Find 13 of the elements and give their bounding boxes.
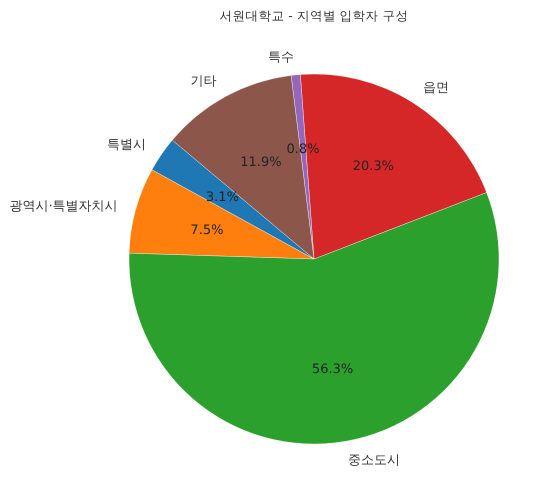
data-label: 11.9%: [240, 155, 282, 170]
data-label: 7.5%: [190, 223, 224, 238]
data-label: 3.1%: [206, 190, 239, 205]
slice-label: 특수: [268, 50, 294, 66]
chart-title: 서원대학교 - 지역별 입학자 구성: [219, 8, 409, 23]
slice-label: 특별시: [107, 138, 146, 153]
slice-label: 읍면: [422, 80, 449, 96]
data-label: 56.3%: [312, 362, 354, 377]
slice-label: 중소도시: [348, 453, 400, 468]
data-label: 0.8%: [286, 142, 320, 158]
data-label: 20.3%: [352, 158, 394, 174]
slice-label: 기타: [190, 74, 217, 89]
slice-label: 광역시·특별자치시: [10, 198, 118, 214]
